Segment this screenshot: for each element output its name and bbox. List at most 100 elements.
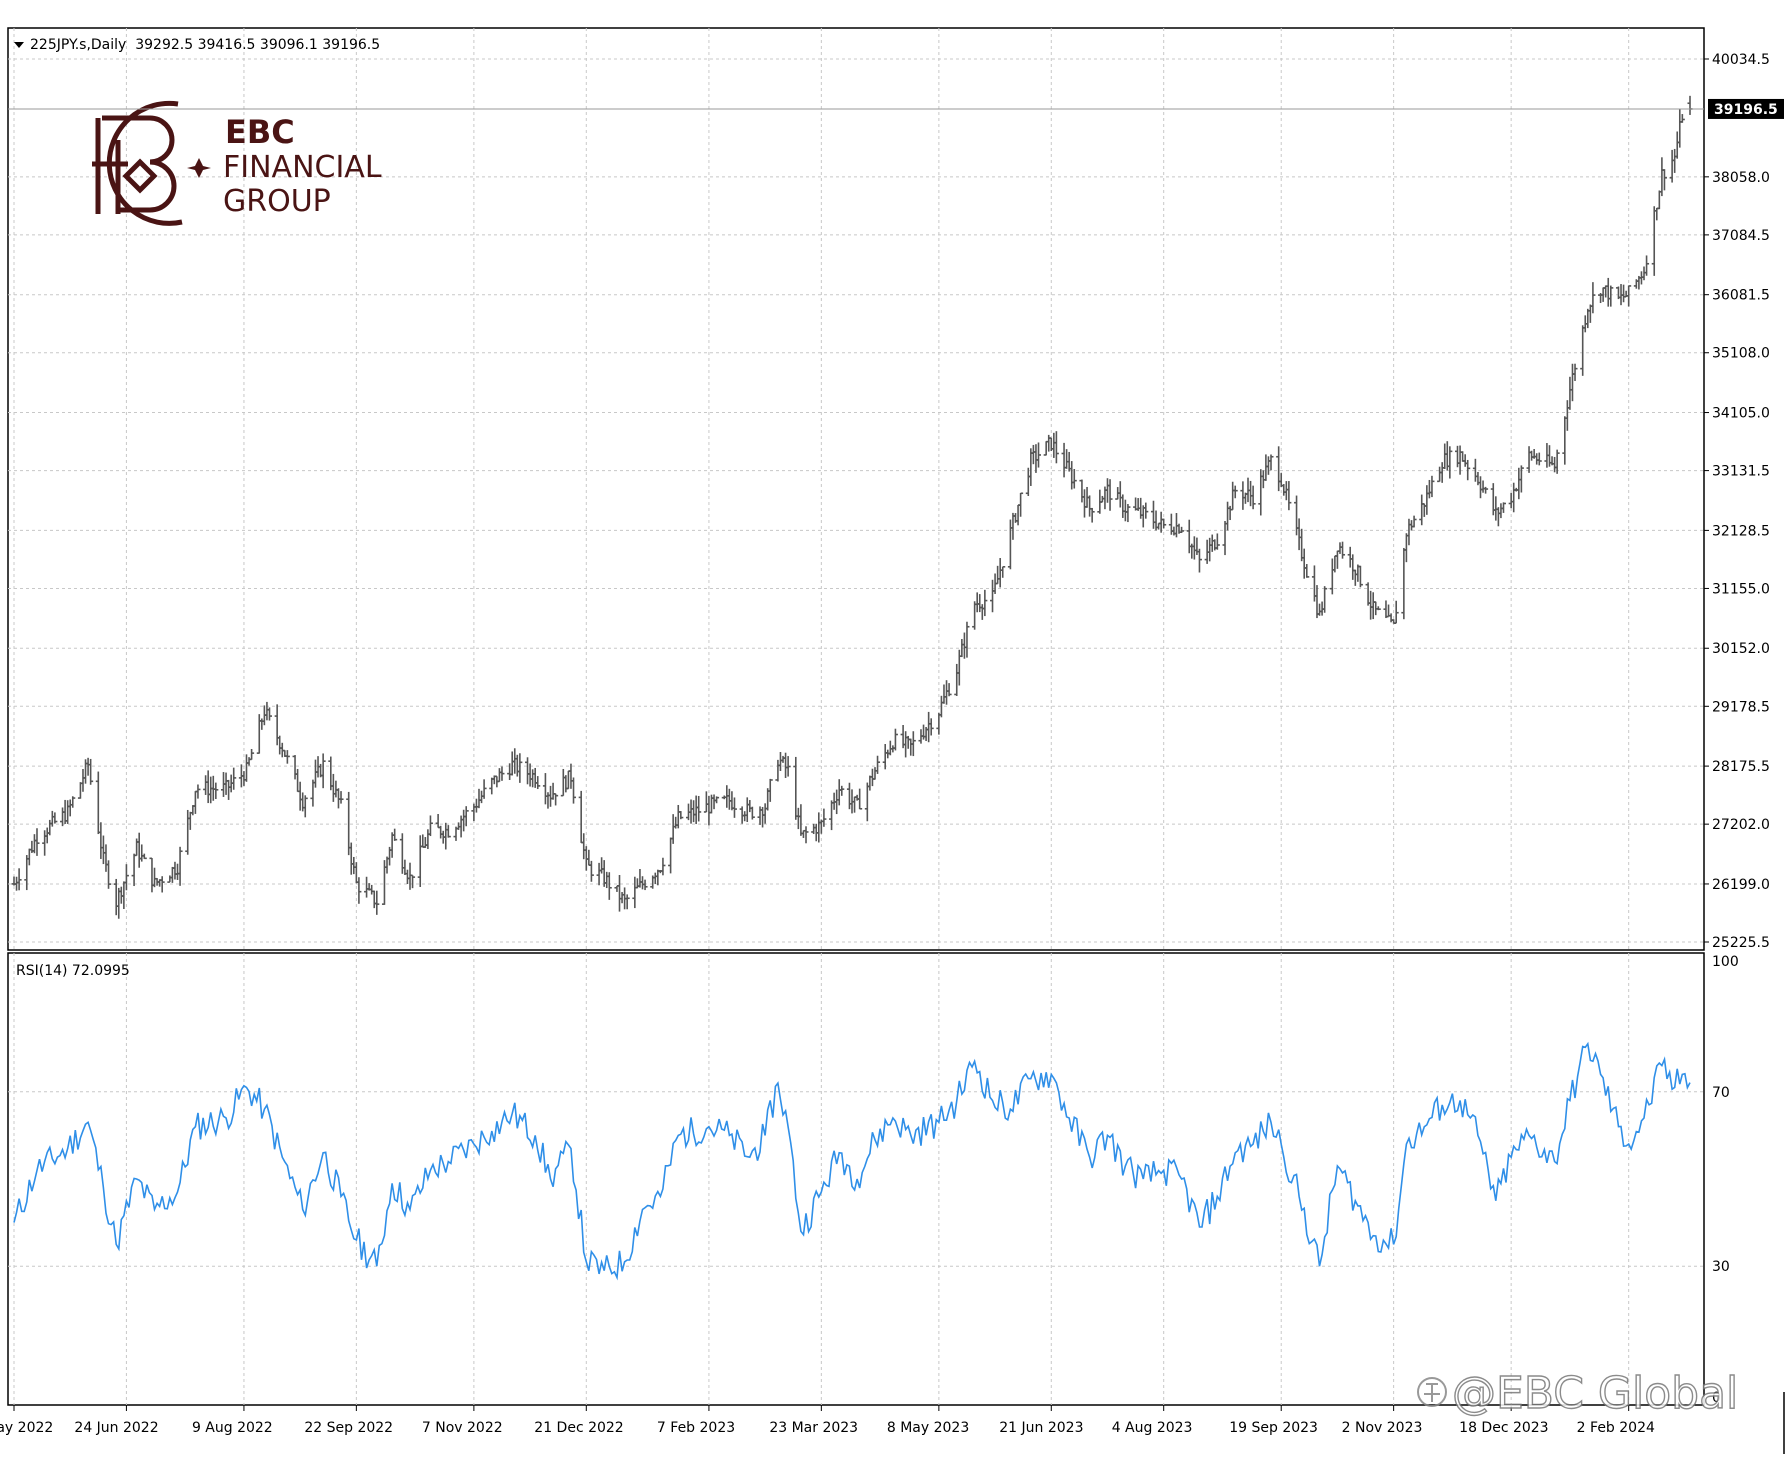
ohlc-bar — [338, 791, 344, 804]
brand-name: EBC — [225, 113, 295, 151]
ohlc-bar — [1196, 548, 1202, 573]
ohlc-bar — [928, 718, 934, 736]
price-tick-label: 32128.5 — [1712, 523, 1770, 539]
rsi-tick-label: 100 — [1712, 954, 1739, 970]
time-tick-label: 7 Nov 2022 — [422, 1420, 503, 1436]
ohlc-bar — [1626, 285, 1632, 307]
price-tick-label: 25225.5 — [1712, 935, 1770, 951]
time-tick-label: 9 Aug 2022 — [192, 1420, 273, 1436]
ohlc-bar — [1411, 515, 1417, 528]
ohlc-bar — [1322, 586, 1328, 613]
ohlc-bar — [356, 877, 362, 904]
ohlc-bar — [678, 811, 684, 820]
ohlc-bar — [785, 756, 791, 777]
rsi-tick-label: 70 — [1712, 1085, 1730, 1101]
ohlc-bar — [1536, 452, 1542, 466]
time-tick-label: 2 Feb 2024 — [1577, 1420, 1655, 1436]
ohlc-bar — [1304, 564, 1310, 578]
time-tick-label: 23 Mar 2023 — [769, 1420, 858, 1436]
ohlc-bar — [875, 755, 881, 774]
ohlc-bar — [1250, 485, 1256, 510]
ohlc-bar — [660, 857, 666, 876]
watermark-text: @EBC Global — [1452, 1368, 1738, 1419]
ohlc-bar — [624, 894, 630, 910]
ohlc-bar — [696, 795, 702, 822]
ohlc-bar — [1357, 565, 1363, 588]
ohlc-bar — [1232, 485, 1238, 499]
ohlc-bar — [749, 806, 755, 820]
ohlc-bar — [1089, 507, 1095, 523]
ohlc-bar — [123, 864, 129, 891]
brand-line-2: GROUP — [223, 184, 331, 219]
rsi-grid — [8, 1091, 1704, 1267]
ohlc-bar — [70, 796, 76, 808]
ohlc-bar — [839, 785, 845, 796]
ohlc-bar — [857, 788, 863, 810]
ohlc-bar — [195, 784, 201, 799]
ohlc-bar — [910, 731, 916, 757]
ohlc-bar — [1018, 492, 1024, 517]
ohlc-bar — [1071, 468, 1077, 489]
current-price-label: 39196.5 — [1714, 102, 1778, 118]
price-axis: 40034.5 38058.0 37084.5 36081.5 35108.0 34105… — [1704, 52, 1770, 951]
price-tick-label: 31155.0 — [1712, 581, 1770, 597]
ohlc-bar — [284, 750, 290, 764]
ohlc-bar — [481, 779, 487, 799]
price-tick-label: 33131.5 — [1712, 464, 1770, 480]
sparkle-icon — [187, 158, 211, 178]
price-tick-label: 35108.0 — [1712, 346, 1770, 362]
price-tick-label: 37084.5 — [1712, 228, 1770, 244]
ebc-monogram-logo — [92, 100, 183, 226]
ohlc-bar — [642, 879, 648, 891]
rsi-axis: 100 70 30 0 — [1712, 954, 1739, 1406]
ohlc-bar — [1590, 282, 1596, 314]
ohlc-bar — [606, 872, 612, 900]
ohlc-bar — [517, 753, 523, 783]
watermark: @EBC Global — [1417, 1367, 1739, 1420]
ohlc-bar — [1286, 481, 1292, 511]
ohlc-bar — [1679, 114, 1685, 123]
ohlc-bar — [1429, 475, 1435, 498]
ohlc-bar — [392, 828, 398, 841]
ohlc-bar — [553, 793, 559, 806]
ohlc-bar — [1447, 446, 1453, 479]
ohlc-bar — [1554, 449, 1560, 474]
ohlc-bar — [982, 589, 988, 617]
ohlc-bar — [88, 758, 94, 785]
ohlc-bar — [1268, 454, 1274, 471]
brand-logo: EBC FINANCIAL GROUP — [92, 100, 382, 226]
ohlc-bar — [463, 806, 469, 827]
ohlc-bar — [302, 795, 308, 818]
triangle-down-icon[interactable] — [14, 42, 24, 48]
rsi-tick-label: 30 — [1712, 1259, 1730, 1275]
ohlc-bar — [320, 753, 326, 789]
ohlc-bar — [1214, 533, 1220, 550]
zhihu-logo-icon — [1417, 1377, 1447, 1407]
ohlc-bar — [1179, 526, 1185, 534]
price-tick-label: 29178.5 — [1712, 699, 1770, 715]
ohlc-bar — [1161, 518, 1167, 529]
price-grid — [8, 58, 1704, 943]
price-tick-label: 27202.0 — [1712, 817, 1770, 833]
ohlc-bar — [1608, 285, 1614, 307]
ohlc-bar — [1340, 541, 1346, 559]
ohlc-bar — [499, 766, 505, 781]
ohlc-bar — [946, 683, 952, 697]
rsi-tick-label: 0 — [1712, 1390, 1721, 1406]
time-tick-label: 18 Dec 2023 — [1459, 1420, 1548, 1436]
ohlc-bar — [1465, 459, 1471, 481]
time-grid — [13, 28, 1630, 1405]
ohlc-bar — [1661, 169, 1667, 191]
ohlc-bar — [16, 868, 22, 891]
ohlc-bar — [571, 777, 577, 804]
price-tick-label: 38058.0 — [1712, 170, 1770, 186]
ohlc-bar — [266, 707, 272, 721]
rsi-title: RSI(14) 72.0995 — [16, 963, 130, 979]
ohlc-bar — [1518, 465, 1524, 493]
ohlc-bar — [1125, 503, 1131, 523]
price-tick-label: 26199.0 — [1712, 877, 1770, 893]
ohlc-bar — [1500, 502, 1506, 513]
ohlc-bar — [1107, 479, 1113, 511]
rsi-line — [13, 1041, 1691, 1281]
